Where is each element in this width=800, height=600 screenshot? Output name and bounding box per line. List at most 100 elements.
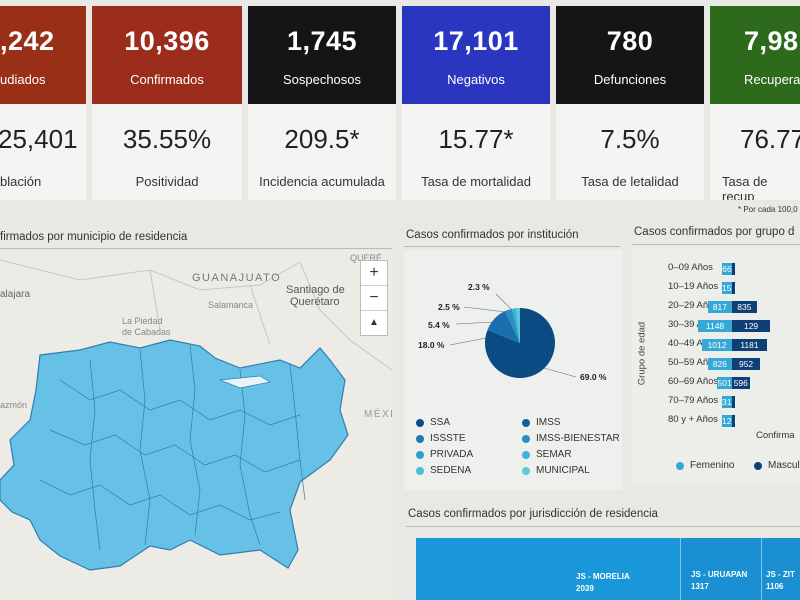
map-panel[interactable]: GUANAJUATO Santiago de Querétaro Salaman… (0, 250, 392, 600)
zoom-out-button[interactable]: − (361, 286, 387, 311)
legend-municipal[interactable]: MUNICIPAL (522, 465, 590, 476)
bar-femenino[interactable]: 817 (707, 301, 732, 313)
state-outline (0, 339, 349, 571)
age-group-label: 60–69 Años (668, 376, 719, 387)
card-bottom-value: 209.5* (284, 124, 360, 154)
municipality-borders (39, 344, 306, 551)
legend-dot (522, 418, 530, 427)
bar-masculino[interactable]: 1181 (732, 339, 767, 351)
card-value: ,242 (0, 26, 55, 56)
bar-femenino[interactable]: 826 (707, 358, 732, 370)
card-recuperados: 7,98 Recuperac 76.77 Tasa de recup (710, 6, 800, 200)
legend-label: SSA (430, 417, 451, 428)
legend-ssa[interactable]: SSA (416, 417, 450, 428)
footnote: * Por cada 100,0 (738, 205, 798, 214)
bar-masculino[interactable] (732, 282, 735, 294)
bar-masculino[interactable] (732, 396, 735, 408)
card-value: 10,396 (124, 26, 210, 56)
treemap-cell-uruapan[interactable]: JS - URUAPAN 1317 (681, 538, 762, 600)
pie-label: 69.0 % (580, 372, 607, 382)
map-zoom-controls: + − ▲ (360, 260, 388, 336)
pie-leader-line (449, 337, 487, 346)
pie-slice-other (516, 307, 520, 343)
card-bottom-label: Incidencia acumulada (259, 174, 385, 189)
bar-femenino[interactable]: 129 (722, 415, 737, 427)
pie-label: 18.0 % (418, 340, 445, 350)
legend-label: IMSS-BIENESTAR (536, 433, 620, 444)
legend-dot (754, 461, 762, 470)
card-bottom-label: Tasa de letalidad (581, 174, 679, 189)
card-bottom-value: 35.55% (122, 124, 212, 154)
legend-dot (416, 450, 424, 459)
age-group-label: 10–19 Años (668, 281, 719, 292)
legend-label: SEDENA (430, 465, 472, 476)
map-label-queretaro: Querétaro (290, 296, 340, 308)
card-estudiados: ,242 udiados 25,401 blación (0, 6, 86, 200)
bar-masculino[interactable]: 129 (732, 320, 771, 332)
treemap-cell-morelia[interactable]: JS - MORELIA 2039 (416, 538, 681, 600)
age-group-label: 50–59 Años (668, 357, 719, 368)
treemap-value: 1317 (691, 582, 709, 591)
map-title: firmados por municipio de residencia (0, 231, 188, 243)
card-confirmados: 10,396 Confirmados 35.55% Positividad (92, 6, 242, 200)
pie-title: Casos confirmados por institución (406, 229, 579, 241)
map-label-cabadas: de Cabadas (122, 327, 171, 337)
card-label: Sospechosos (282, 72, 362, 87)
age-group-label: 0–09 Años (668, 262, 713, 273)
pie-label: 2.5 % (438, 302, 460, 312)
legend-imss[interactable]: IMSS (522, 417, 560, 428)
bar-femenino[interactable]: 1012 (702, 339, 732, 351)
legend-dot (522, 466, 530, 475)
legend-sedena[interactable]: SEDENA (416, 465, 471, 476)
pie-slice-imss (487, 311, 520, 343)
legend-imss-bienestar[interactable]: IMSS-BIENESTAR (522, 433, 620, 444)
legend-issste[interactable]: ISSSTE (416, 433, 466, 444)
reset-north-button[interactable]: ▲ (369, 317, 379, 328)
bar-masculino[interactable] (732, 263, 735, 275)
card-label: Negativos (447, 72, 505, 87)
treemap-label: JS - MORELIA (576, 572, 630, 581)
legend-dot (522, 450, 530, 459)
bar-femenino[interactable]: 1148 (698, 320, 732, 332)
pie-title-divider (404, 246, 620, 247)
lake-cuitzeo (219, 375, 271, 389)
legend-label: Mascul (768, 460, 800, 471)
card-value: 17,101 (433, 26, 519, 56)
legend-dot (416, 434, 424, 443)
card-defunciones: 780 Defunciones 7.5% Tasa de letalidad (556, 6, 704, 200)
map-label-salamanca: Salamanca (208, 300, 253, 310)
pie-leader-line (495, 293, 513, 311)
age-bars-container: 0–09 Años 66 10–19 Años 158 20–29 Años 817 835… (632, 248, 800, 438)
treemap-cell-zitacuaro[interactable]: JS - ZIT 1106 (762, 538, 800, 600)
card-bottom-value: 7.5% (600, 124, 660, 154)
bar-femenino[interactable]: 501 (717, 377, 732, 389)
bar-masculino[interactable]: 835 (732, 301, 757, 313)
bar-masculino[interactable]: 952 (732, 358, 761, 370)
legend-semar[interactable]: SEMAR (522, 449, 572, 460)
bar-femenino[interactable]: 316 (722, 396, 737, 408)
map-label-mexico: MÉXI (364, 407, 392, 420)
juris-title-divider (406, 526, 800, 527)
map-label-zamora: azmón (0, 400, 27, 410)
card-bottom-label: Tasa de mortalidad (421, 174, 531, 189)
legend-masculino[interactable]: Mascul (754, 460, 800, 471)
jurisdiction-treemap: JS - MORELIA 2039 JS - URUAPAN 1317 JS -… (416, 538, 800, 600)
bar-femenino[interactable]: 66 (722, 263, 732, 275)
legend-femenino[interactable]: Femenino (676, 460, 734, 471)
card-bottom-label: Positividad (135, 174, 199, 189)
pie-panel: 2.3 % 2.5 % 5.4 % 18.0 % 69.0 % SSA IMSS… (404, 250, 622, 490)
legend-dot (416, 418, 424, 427)
pie-label: 5.4 % (428, 320, 450, 330)
legend-privada[interactable]: PRIVADA (416, 449, 473, 460)
card-label: Recuperac (744, 72, 800, 87)
legend-label: MUNICIPAL (536, 465, 590, 476)
bar-femenino[interactable]: 158 (722, 282, 737, 294)
bar-masculino[interactable]: 596 (732, 377, 750, 389)
age-panel: Grupo de edad 0–09 Años 66 10–19 Años 158 20… (632, 248, 800, 484)
bar-masculino[interactable] (732, 415, 735, 427)
municipality-map[interactable]: GUANAJUATO Santiago de Querétaro Salaman… (0, 250, 392, 600)
zoom-in-button[interactable]: + (361, 261, 387, 286)
card-value: 1,745 (286, 26, 358, 56)
age-group-label: 20–29 Años (668, 300, 719, 311)
legend-dot (416, 466, 424, 475)
